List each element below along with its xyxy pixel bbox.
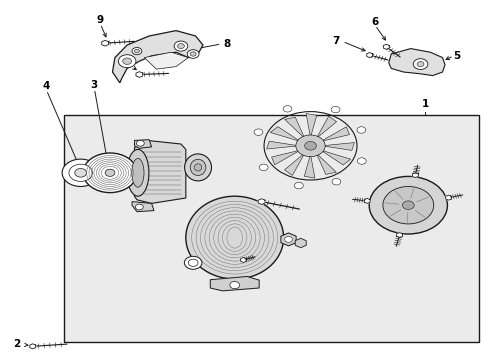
Polygon shape: [102, 40, 108, 46]
Circle shape: [134, 49, 139, 53]
Circle shape: [118, 55, 136, 68]
Circle shape: [83, 153, 137, 193]
Text: 10: 10: [115, 60, 128, 70]
Circle shape: [136, 140, 144, 146]
Polygon shape: [295, 238, 305, 248]
Circle shape: [135, 204, 143, 210]
Circle shape: [284, 237, 292, 242]
Polygon shape: [364, 198, 369, 203]
Circle shape: [259, 164, 267, 171]
Text: 2: 2: [13, 339, 20, 349]
Ellipse shape: [190, 159, 205, 175]
Ellipse shape: [194, 164, 201, 171]
Circle shape: [229, 282, 239, 289]
Ellipse shape: [185, 196, 283, 279]
Polygon shape: [320, 127, 349, 141]
Polygon shape: [210, 276, 259, 291]
Polygon shape: [112, 31, 203, 83]
Circle shape: [122, 58, 131, 64]
Circle shape: [188, 259, 198, 266]
Polygon shape: [144, 52, 188, 69]
Bar: [63, 115, 478, 342]
Circle shape: [177, 44, 184, 49]
Circle shape: [356, 127, 365, 133]
Circle shape: [416, 62, 423, 67]
Polygon shape: [316, 116, 336, 138]
Polygon shape: [383, 44, 388, 49]
Polygon shape: [258, 199, 264, 204]
Circle shape: [105, 169, 115, 176]
Circle shape: [184, 256, 202, 269]
Circle shape: [69, 164, 92, 181]
Text: 3: 3: [91, 80, 98, 90]
Circle shape: [295, 135, 325, 157]
Polygon shape: [366, 53, 372, 58]
Polygon shape: [134, 140, 185, 203]
Circle shape: [330, 106, 339, 113]
Circle shape: [254, 129, 263, 135]
Polygon shape: [322, 143, 354, 150]
Text: 4: 4: [42, 81, 50, 91]
Polygon shape: [304, 154, 314, 178]
Polygon shape: [280, 233, 296, 246]
Polygon shape: [270, 127, 300, 141]
Circle shape: [357, 158, 366, 164]
Circle shape: [62, 159, 99, 186]
Ellipse shape: [126, 149, 148, 196]
Ellipse shape: [184, 154, 211, 181]
Polygon shape: [445, 195, 450, 200]
Polygon shape: [388, 49, 444, 76]
Polygon shape: [320, 150, 350, 165]
Polygon shape: [134, 140, 151, 148]
Polygon shape: [240, 257, 246, 262]
Text: 5: 5: [453, 51, 460, 61]
Text: 7: 7: [332, 36, 340, 46]
Text: 6: 6: [371, 17, 378, 27]
Polygon shape: [271, 150, 300, 165]
Circle shape: [174, 41, 187, 51]
Circle shape: [190, 52, 196, 56]
Text: 9: 9: [97, 15, 103, 25]
Circle shape: [331, 179, 340, 185]
Text: 1: 1: [421, 99, 428, 109]
Circle shape: [382, 186, 433, 224]
Polygon shape: [396, 233, 402, 238]
Polygon shape: [266, 141, 298, 149]
Circle shape: [283, 105, 291, 112]
Polygon shape: [136, 72, 142, 77]
Polygon shape: [316, 153, 336, 175]
Polygon shape: [284, 153, 304, 175]
Polygon shape: [132, 202, 154, 212]
Circle shape: [132, 48, 142, 55]
Circle shape: [368, 176, 447, 234]
Text: 8: 8: [224, 39, 230, 49]
Circle shape: [187, 50, 199, 58]
Polygon shape: [284, 117, 304, 138]
Ellipse shape: [131, 158, 143, 187]
Circle shape: [402, 201, 413, 210]
Polygon shape: [30, 344, 36, 349]
Polygon shape: [411, 172, 418, 177]
Circle shape: [294, 182, 303, 189]
Polygon shape: [305, 113, 316, 137]
Circle shape: [304, 141, 316, 150]
Circle shape: [412, 59, 427, 69]
Circle shape: [75, 168, 86, 177]
